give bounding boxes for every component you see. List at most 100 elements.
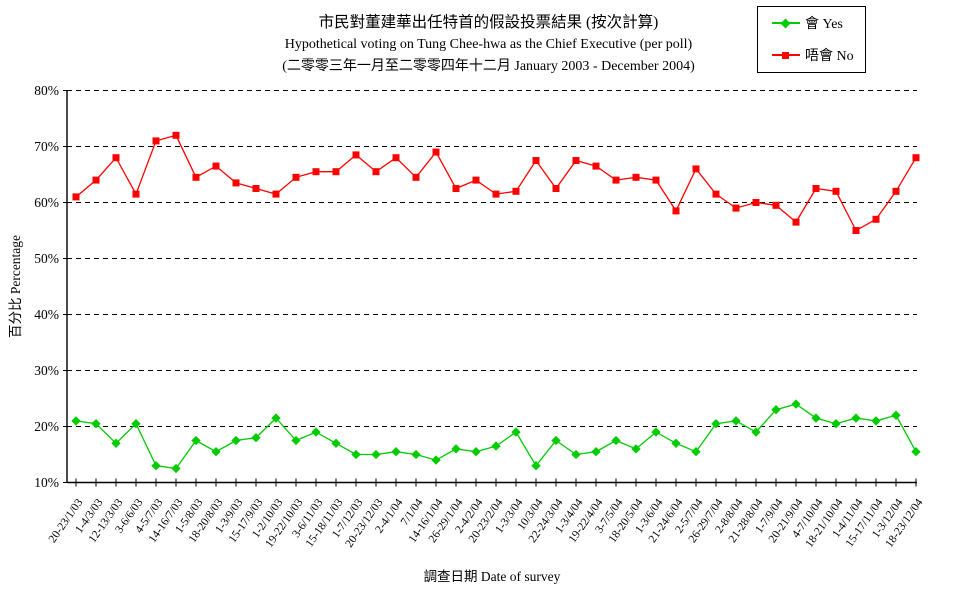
diamond-marker-icon: [911, 447, 921, 457]
x-axis-title: 調查日期 Date of survey: [424, 569, 561, 584]
square-marker-icon: [452, 185, 460, 192]
y-tick-label: 80%: [34, 83, 59, 98]
legend: 會 Yes 唔會 No: [757, 6, 866, 73]
square-marker-icon: [552, 185, 560, 192]
y-axis-title: 百分比 Percentage: [8, 235, 23, 338]
chart-title-daterange: (二零零三年一月至二零零四年十二月 January 2003 - Decembe…: [282, 59, 695, 74]
square-marker-icon: [72, 193, 80, 201]
diamond-marker-icon: [671, 438, 681, 448]
diamond-marker-icon: [191, 435, 201, 446]
y-tick-label: 20%: [34, 419, 59, 434]
diamond-marker-icon: [811, 413, 821, 423]
diamond-marker-icon: [780, 18, 791, 28]
diamond-marker-icon: [131, 419, 141, 429]
square-marker-icon: [532, 157, 540, 164]
square-marker-icon: [372, 168, 380, 176]
square-marker-icon: [392, 154, 400, 162]
square-marker-icon: [732, 204, 740, 212]
y-tick-label: 70%: [34, 139, 59, 154]
square-marker-icon: [212, 162, 220, 170]
square-marker-icon: [272, 190, 280, 198]
square-marker-icon: [912, 154, 920, 162]
square-marker-icon: [852, 227, 860, 234]
chart-title-english: Hypothetical voting on Tung Chee-hwa as …: [284, 37, 693, 52]
diamond-marker-icon: [611, 435, 621, 446]
square-marker-icon: [892, 187, 900, 195]
y-tick-label: 30%: [34, 363, 59, 378]
diamond-marker-icon: [431, 455, 441, 465]
diamond-marker-icon: [331, 438, 341, 448]
diamond-marker-icon: [591, 447, 601, 457]
square-marker-icon: [152, 137, 160, 145]
series-line-no: [75, 134, 917, 232]
diamond-marker-icon: [151, 461, 161, 471]
diamond-marker-icon: [491, 441, 501, 451]
legend-label-yes: 會 Yes: [805, 17, 843, 32]
diamond-marker-icon: [791, 399, 801, 409]
diamond-marker-icon: [891, 410, 901, 420]
square-marker-icon: [812, 185, 820, 192]
diamond-marker-icon: [411, 449, 421, 460]
series-line-yes: [75, 403, 917, 470]
square-marker-icon: [332, 168, 340, 176]
square-marker-icon: [692, 165, 700, 173]
square-marker-icon: [112, 154, 120, 162]
diamond-marker-icon: [91, 419, 101, 429]
square-marker-icon: [772, 201, 780, 209]
diamond-marker-icon: [351, 449, 361, 460]
diamond-marker-icon: [211, 447, 221, 457]
square-marker-icon: [192, 173, 200, 181]
y-tick-label: 40%: [34, 307, 59, 322]
y-tick-label: 10%: [34, 475, 59, 490]
diamond-marker-icon: [871, 416, 881, 426]
square-marker-icon: [612, 176, 620, 184]
diamond-marker-icon: [851, 413, 861, 423]
square-marker-icon: [672, 207, 680, 215]
square-marker-icon: [92, 176, 100, 184]
square-marker-icon: [872, 215, 880, 223]
diamond-marker-icon: [471, 447, 481, 457]
square-marker-icon: [412, 173, 420, 181]
square-marker-icon: [592, 162, 600, 170]
y-tick-label: 50%: [34, 251, 59, 266]
diamond-marker-icon: [631, 444, 641, 454]
diamond-marker-icon: [171, 463, 181, 474]
diamond-marker-icon: [551, 435, 561, 446]
diamond-marker-icon: [511, 427, 521, 437]
diamond-marker-icon: [271, 413, 281, 423]
square-marker-icon: [632, 173, 640, 181]
square-marker-icon: [292, 173, 300, 181]
diamond-marker-icon: [391, 447, 401, 457]
diamond-marker-icon: [311, 427, 321, 437]
diamond-marker-icon: [71, 416, 81, 426]
chart-title-chinese: 市民對董建華出任特首的假設投票結果 (按次計算): [318, 14, 659, 31]
diamond-marker-icon: [571, 449, 581, 460]
square-marker-icon: [832, 187, 840, 195]
square-marker-icon: [312, 168, 320, 176]
legend-label-no: 唔會 No: [805, 49, 854, 64]
square-marker-icon: [132, 190, 140, 198]
square-marker-icon: [472, 176, 480, 184]
square-marker-icon: [492, 190, 500, 198]
square-marker-icon: [232, 179, 240, 187]
square-marker-icon: [512, 187, 520, 195]
y-tick-label: 60%: [34, 195, 59, 210]
square-marker-icon: [752, 199, 760, 206]
square-marker-icon: [172, 131, 180, 139]
legend-item-no: 唔會 No: [758, 39, 865, 71]
diamond-marker-icon: [251, 433, 261, 443]
square-marker-icon: [252, 185, 260, 192]
diamond-marker-icon: [731, 416, 741, 426]
square-marker-icon: [352, 151, 360, 159]
diamond-marker-icon: [291, 435, 301, 446]
diamond-marker-icon: [231, 435, 241, 446]
diamond-marker-icon: [451, 444, 461, 454]
square-marker-icon: [792, 218, 800, 226]
square-marker-icon: [432, 148, 440, 156]
chart-title-block: 市民對董建華出任特首的假設投票結果 (按次計算) Hypothetical vo…: [0, 12, 977, 78]
diamond-marker-icon: [371, 449, 381, 460]
square-marker-icon: [652, 176, 660, 184]
square-marker-icon: [572, 157, 580, 164]
